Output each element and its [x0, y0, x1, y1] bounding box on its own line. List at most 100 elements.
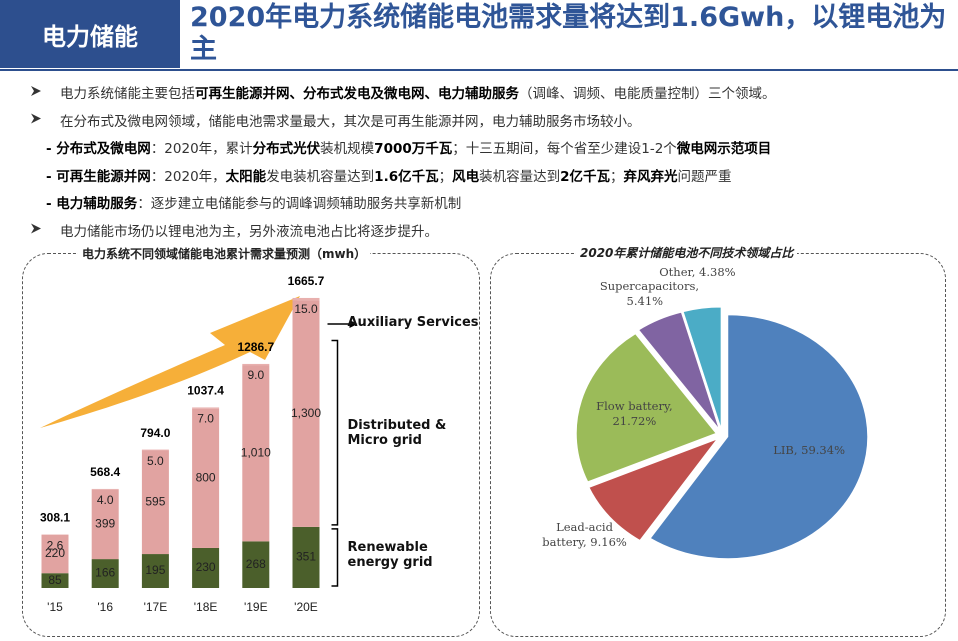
bar-segment [292, 526, 320, 588]
bar-segment [41, 534, 69, 574]
text-run: - 分布式及微电网 [46, 141, 151, 157]
total-label: 1665.7 [288, 274, 325, 288]
text-run: 在分布式及微电网领域，储能电池需求量最大，其次是可再生能源并网，电力辅助服务市场… [60, 113, 641, 130]
bar-segment [242, 363, 270, 366]
chart-title: 电力系统不同领域储能电池累计需求量预测（mwh） [78, 245, 371, 262]
bar-segment [141, 449, 169, 451]
header-rule [0, 69, 958, 71]
segment-label: 9.0 [247, 368, 264, 382]
bar-segment [91, 489, 119, 560]
segment-label: 195 [145, 563, 165, 577]
total-label: 308.1 [40, 511, 70, 525]
segment-label: 230 [196, 560, 216, 574]
text-run: 弃风弃光 [623, 168, 678, 185]
segment-label: 1,010 [241, 446, 271, 460]
segment-label: 85 [48, 573, 62, 587]
bar-segment [242, 541, 270, 588]
bullet-text: 在分布式及微电网领域，储能电池需求量最大，其次是可再生能源并网，电力辅助服务市场… [60, 110, 641, 130]
total-label: 1037.4 [187, 384, 224, 398]
text-run: 发电装机容量达到 [266, 168, 375, 185]
text-run: 装机规模 [320, 141, 375, 157]
bullet-text: - 电力辅助服务：逐步建立电储能参与的调峰调频辅助服务共享新机制 [46, 192, 461, 212]
pie-slice [649, 314, 869, 560]
bar-segment [91, 559, 119, 588]
text-run: ：2020年，累计 [150, 141, 253, 157]
segment-label: 2.6 [47, 539, 64, 553]
chart-title: 2020年累计储能电池不同技术领域占比 [576, 244, 798, 261]
x-tick-label: '16 [97, 600, 113, 614]
bar-segment [141, 554, 169, 588]
text-run: 2亿千瓦 [560, 168, 610, 185]
segment-label: 220 [45, 546, 65, 560]
segment-label: 166 [95, 566, 115, 580]
pie-slice [575, 333, 718, 483]
legend-bracket [331, 528, 339, 587]
text-run: 电力储能市场仍以锂电池为主，另外液流电池占比将逐步提升。 [60, 223, 438, 240]
legend-label: Renewable energy grid [347, 540, 433, 571]
segment-label: 399 [95, 517, 115, 531]
bullet-text: - 可再生能源并网：2020年，太阳能发电装机容量达到1.6亿千瓦；风电装机容量… [46, 165, 732, 185]
segment-label: 15.0 [294, 302, 318, 316]
slice-label: LIB, 59.34% [773, 442, 845, 457]
page-title: 2020年电力系统储能电池需求量将达到1.6Gwh，以锂电池为主 [190, 2, 947, 65]
slice-label: Supercapacitors, 5.41% [599, 279, 700, 309]
bullet-marker [31, 86, 41, 96]
text-run: ； [438, 168, 453, 185]
bar-segment [292, 300, 320, 527]
legend-bracket [331, 339, 339, 526]
text-run: 微电网示范项目 [676, 141, 772, 157]
total-label: 568.4 [90, 465, 120, 479]
x-tick-label: '15 [47, 600, 63, 614]
text-run: ； [610, 168, 624, 185]
text-run: ：逐步建立电储能参与的调峰调频辅助服务共享新机制 [137, 196, 462, 212]
bar-segment [192, 408, 220, 548]
segment-label: 268 [246, 557, 266, 571]
bar-segment [292, 297, 320, 301]
legend-arrowhead [349, 319, 358, 328]
slice-label: Flow battery, 21.72% [596, 398, 673, 428]
text-run: - 可再生能源并网 [46, 168, 151, 185]
segment-label: 595 [145, 494, 165, 508]
bar-segment [192, 407, 220, 409]
total-label: 794.0 [140, 426, 170, 440]
segment-label: 1,300 [291, 406, 321, 420]
slice-label: Lead-acid battery, 9.16% [542, 520, 627, 550]
bar-segment [242, 365, 270, 542]
segment-label: 5.0 [147, 454, 164, 468]
x-tick-label: '20E [294, 600, 318, 614]
pie-slice [682, 306, 722, 430]
segment-label: 4.0 [97, 493, 114, 507]
bar-segment [141, 450, 169, 555]
text-run: 装机容量达到 [479, 168, 561, 185]
section-tag: 电力储能 [0, 0, 180, 68]
pie-slice [588, 437, 719, 542]
bar-segment [91, 488, 119, 490]
text-run: ；十三五期间，每个省至少建设1-2个 [452, 141, 677, 157]
text-run: 问题严重 [677, 168, 732, 185]
text-run: 风电 [452, 168, 480, 185]
segment-label: 7.0 [197, 412, 214, 426]
text-run: 电力系统储能主要包括 [60, 86, 195, 102]
bar-segment [192, 547, 220, 588]
bullet-text: - 分布式及微电网：2020年，累计分布式光伏装机规模7000万千瓦；十三五期间… [46, 137, 771, 157]
text-run: 分布式光伏 [252, 141, 321, 157]
slice-label: Other, 4.38% [659, 265, 736, 280]
growth-arrow [40, 296, 300, 428]
text-run: 可再生能源并网、分布式发电及微电网、电力辅助服务 [195, 86, 519, 102]
text-run: （调峰、调频、电能质量控制）三个领域。 [519, 86, 776, 102]
text-run: 1.6亿千瓦 [374, 168, 439, 185]
segment-label: 800 [196, 470, 216, 484]
bullet-text: 电力储能市场仍以锂电池为主，另外液流电池占比将逐步提升。 [60, 220, 438, 240]
text-run: ：2020年， [150, 168, 226, 185]
text-run: - 电力辅助服务 [46, 196, 138, 212]
x-tick-label: '19E [244, 600, 268, 614]
legend-label: Distributed & Micro grid [347, 417, 447, 448]
segment-label: 351 [296, 550, 316, 564]
bullet-marker [31, 113, 41, 124]
total-label: 1286.7 [237, 340, 274, 354]
bar-segment [41, 573, 69, 588]
x-tick-label: '18E [194, 600, 218, 614]
text-run: 太阳能 [225, 168, 267, 185]
